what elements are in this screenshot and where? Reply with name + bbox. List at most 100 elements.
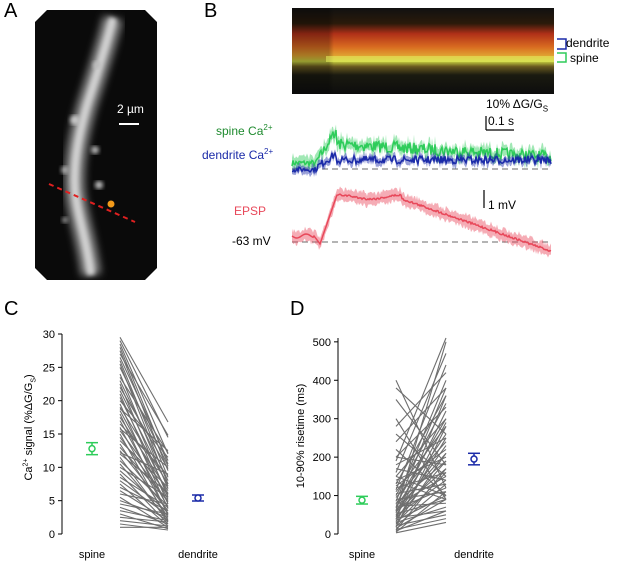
- dendrite-ca-label: dendrite Ca2+: [202, 147, 273, 162]
- chart-d: 0 100 200 300 400 500 spine dendrite: [313, 337, 494, 561]
- paired-line: [395, 410, 447, 514]
- x-category-label: spine: [349, 549, 375, 561]
- paired-line: [395, 468, 447, 531]
- scale-dg-sub: S: [542, 104, 549, 114]
- dendrite-ca-text: dendrite Ca: [202, 148, 265, 162]
- paired-line: [395, 491, 447, 533]
- paired-line: [395, 495, 447, 522]
- scalebar-label: 2 µm: [117, 102, 144, 116]
- paired-line: [395, 460, 447, 519]
- paired-line: [119, 453, 169, 494]
- paired-line: [395, 475, 447, 497]
- x-category-label: dendrite: [178, 549, 218, 561]
- paired-line: [119, 343, 169, 455]
- scale-dg-label: 10% ΔG/GS: [486, 97, 548, 113]
- chart-d-ylabel: 10-90% risetime (ms): [295, 383, 307, 489]
- y-tick-label: 200: [313, 452, 331, 464]
- spine-ca-trace-line: [291, 129, 552, 169]
- paired-line: [119, 387, 169, 469]
- paired-line: [395, 456, 447, 466]
- epsp-trace-line: [291, 193, 552, 253]
- paired-line: [395, 426, 447, 528]
- spine-ca-trace-fill: [292, 124, 551, 173]
- paired-line: [395, 353, 447, 473]
- paired-line: [395, 341, 447, 512]
- scale-dg-text: 10% ΔG/G: [486, 97, 543, 111]
- chart-c-ylabel-sup: 2+: [22, 458, 30, 467]
- y-tick-label: 30: [43, 329, 55, 341]
- paired-line: [119, 428, 169, 468]
- paired-line: [395, 498, 447, 529]
- paired-line: [119, 337, 169, 423]
- paired-line: [395, 395, 447, 520]
- paired-line: [395, 452, 447, 525]
- paired-line: [119, 520, 169, 527]
- panel-letter-d: D: [290, 298, 305, 320]
- panel-letter-b: B: [204, 0, 218, 22]
- y-tick-label: 0: [325, 529, 331, 541]
- paired-line: [119, 367, 169, 467]
- y-tick-label: 20: [43, 396, 55, 408]
- baseline-label: -63 mV: [232, 234, 271, 248]
- linescan-spine-label: spine: [570, 51, 599, 65]
- y-tick-label: 25: [43, 362, 55, 374]
- spine-ca-text: spine Ca: [216, 124, 264, 138]
- paired-line: [395, 337, 447, 462]
- paired-line: [395, 387, 447, 509]
- paired-line: [395, 422, 447, 517]
- dendrite-micrograph: [35, 10, 157, 280]
- paired-line: [119, 360, 169, 478]
- panel-letter-a: A: [4, 0, 18, 22]
- paired-line: [395, 521, 447, 534]
- scale-mv-label: 1 mV: [488, 198, 517, 212]
- paired-line: [395, 387, 447, 443]
- paired-line: [119, 353, 169, 436]
- paired-line: [119, 496, 169, 528]
- chart-c: 0 5 10 15 20 25 30 spine dendrite: [43, 329, 218, 561]
- epsp-trace-fill: [292, 186, 551, 258]
- epsp-label: EPSP: [234, 204, 267, 218]
- y-tick-label: 100: [313, 491, 331, 503]
- paired-line: [395, 472, 447, 524]
- paired-line: [119, 516, 169, 523]
- chart-c-ylabel: Ca2+ signal (%ΔG/GS): [23, 337, 38, 517]
- paired-line: [119, 407, 169, 485]
- traces-svg: [291, 116, 552, 258]
- scale-time-label: 0.1 s: [488, 114, 515, 128]
- paired-line: [119, 408, 169, 452]
- paired-line: [395, 498, 447, 515]
- x-category-label: spine: [79, 549, 105, 561]
- paired-line: [119, 510, 169, 522]
- dendrite-ca-trace-line: [291, 151, 552, 175]
- paired-line: [395, 510, 447, 532]
- paired-line: [395, 437, 447, 522]
- paired-line: [119, 380, 169, 481]
- dendrite-mean-marker: [470, 455, 478, 463]
- paired-line: [395, 387, 447, 435]
- y-tick-label: 300: [313, 414, 331, 426]
- panel-letter-c: C: [4, 298, 19, 320]
- dendrite-ca-sup: 2+: [264, 147, 274, 156]
- paired-line: [119, 493, 169, 505]
- y-tick-label: 0: [49, 529, 55, 541]
- dendrite-bracket: [557, 38, 567, 50]
- linescan-brackets: [557, 38, 567, 63]
- paired-line: [395, 449, 447, 496]
- chart-c-ylabel-c: ): [23, 374, 36, 378]
- linescan-image: [292, 8, 554, 94]
- x-category-label: dendrite: [454, 549, 494, 561]
- paired-line: [119, 460, 169, 507]
- chart-c-ylabel-b: signal (%ΔG/G: [23, 382, 36, 459]
- paired-line: [119, 503, 169, 515]
- paired-line: [119, 417, 169, 491]
- spine-mean-marker: [358, 496, 366, 504]
- y-tick-label: 10: [43, 462, 55, 474]
- linescan-dendrite-label: dendrite: [566, 36, 610, 50]
- paired-line: [119, 377, 169, 453]
- chart-c-ylabel-a: Ca: [23, 466, 36, 481]
- paired-line: [119, 440, 169, 488]
- paired-line: [119, 513, 169, 530]
- epsp-band: [291, 186, 552, 258]
- dendrite-mean-marker: [194, 494, 202, 502]
- paired-line: [119, 466, 169, 498]
